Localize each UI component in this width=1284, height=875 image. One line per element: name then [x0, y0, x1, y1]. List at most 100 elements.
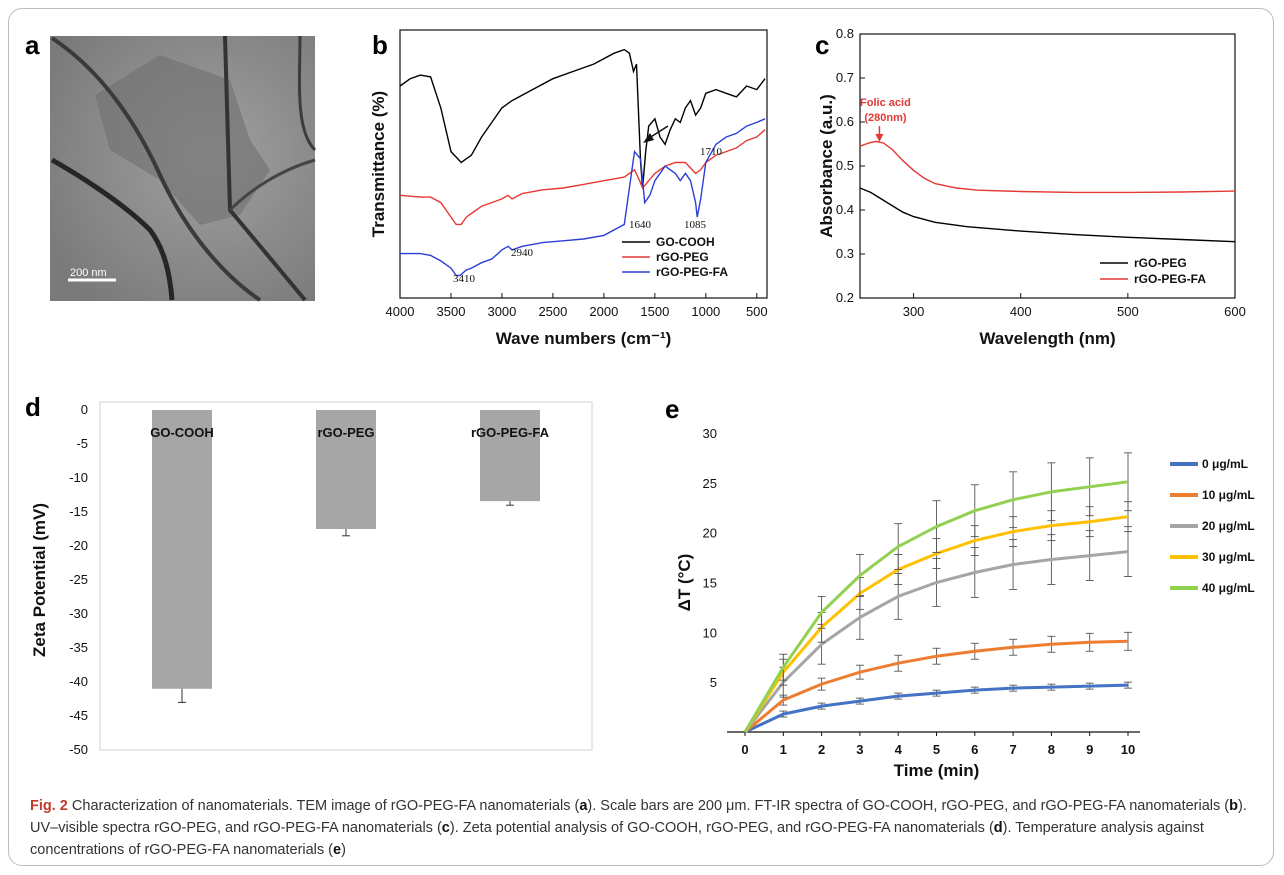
xtick-label-b: 1500	[640, 304, 669, 319]
ytick-label-e: 20	[703, 526, 717, 541]
annotation-b: 1640	[629, 219, 652, 231]
ytick-label-e: 10	[703, 625, 717, 640]
ytick-label-d: -50	[69, 742, 88, 757]
bar-GO-COOH	[152, 410, 212, 689]
legend-label-GO-COOH: GO-COOH	[656, 235, 715, 249]
plot-area-d	[99, 401, 593, 751]
ytick-label-e: 5	[710, 675, 717, 690]
legend-label-rGO-PEG: rGO-PEG	[656, 250, 709, 264]
caption-ref-c: c	[441, 820, 450, 836]
caption-text-3: ). Zeta potential analysis of GO-COOH, r…	[449, 820, 994, 836]
caption-ref-e: e	[333, 842, 342, 858]
panel-label-d: d	[25, 392, 41, 422]
caption-text-4: ). Temperature analysis against concentr…	[30, 820, 1204, 858]
xtick-label-e: 8	[1048, 742, 1055, 757]
xtick-label-e: 10	[1121, 742, 1135, 757]
legend-label-30 μg/mL: 30 μg/mL	[1202, 550, 1255, 564]
xtick-label-b: 2500	[538, 304, 567, 319]
xtick-label-e: 6	[971, 742, 978, 757]
y-axis-label-c: Absorbance (a.u.)	[817, 94, 836, 238]
legend-label-10 μg/mL: 10 μg/mL	[1202, 488, 1255, 502]
category-label-rGO-PEG-FA: rGO-PEG-FA	[471, 425, 550, 440]
caption-text-0: Characterization of nanomaterials. TEM i…	[67, 798, 580, 814]
series-line-rGO-PEG-FA	[400, 118, 766, 277]
series-line-10 μg/mL	[744, 639, 1129, 734]
ytick-label-d: -45	[69, 708, 88, 723]
legend-label-0 μg/mL: 0 μg/mL	[1202, 457, 1248, 471]
series-line-20 μg/mL	[743, 550, 1129, 733]
annotation-c: Folic acid	[860, 97, 911, 109]
series-line-rGO-PEG	[859, 187, 1236, 243]
xtick-label-b: 500	[746, 304, 768, 319]
x-axis-label-e: Time (min)	[894, 761, 980, 780]
ytick-label-e: 25	[703, 476, 717, 491]
xtick-label-b: 3500	[437, 304, 466, 319]
ytick-label-c: 0.8	[836, 26, 854, 41]
ytick-label-d: -10	[69, 470, 88, 485]
caption-ref-d: d	[993, 820, 1003, 836]
ytick-label-e: 15	[703, 575, 717, 590]
figure-caption: Fig. 2 Characterization of nanomaterials…	[30, 795, 1260, 861]
y-axis-label-e: ΔT (°C)	[675, 554, 694, 612]
legend-label-rGO-PEG: rGO-PEG	[1134, 256, 1187, 270]
xtick-label-e: 9	[1086, 742, 1093, 757]
panel-label-e: e	[665, 394, 679, 424]
ytick-label-d: 0	[81, 402, 88, 417]
y-axis-label-d: Zeta Potential (mV)	[30, 503, 49, 657]
category-label-GO-COOH: GO-COOH	[150, 425, 214, 440]
xtick-label-c: 600	[1224, 304, 1246, 319]
caption-text-5: )	[341, 842, 346, 858]
series-line-40 μg/mL	[743, 480, 1129, 733]
ytick-label-d: -35	[69, 640, 88, 655]
panel-a: a 200 nm	[25, 30, 317, 302]
panel-label-a: a	[25, 30, 40, 60]
legend-label-40 μg/mL: 40 μg/mL	[1202, 581, 1255, 595]
annotation-arrowhead-c	[875, 134, 884, 142]
xtick-label-e: 7	[1009, 742, 1016, 757]
bar-rGO-PEG-FA	[480, 410, 540, 502]
series-line-GO-COOH	[399, 48, 766, 189]
caption-ref-a: a	[579, 798, 588, 814]
series-line-rGO-PEG-FA	[859, 140, 1236, 194]
annotation-arrowhead-b	[643, 133, 654, 143]
xtick-label-e: 3	[856, 742, 863, 757]
ytick-label-d: -30	[69, 606, 88, 621]
xtick-label-e: 5	[933, 742, 940, 757]
xtick-label-e: 0	[741, 742, 748, 757]
x-axis-label-c: Wavelength (nm)	[979, 329, 1115, 348]
xtick-label-c: 300	[903, 304, 925, 319]
xtick-label-e: 1	[780, 742, 787, 757]
caption-text-2: ). UV–visible spectra rGO-PEG, and rGO-P…	[30, 798, 1247, 836]
annotation-b: 1085	[684, 219, 707, 231]
ytick-label-c: 0.3	[836, 246, 854, 261]
bar-rGO-PEG	[316, 410, 376, 529]
xtick-label-b: 3000	[487, 304, 516, 319]
ytick-label-c: 0.2	[836, 290, 854, 305]
caption-text-1: ). Scale bars are 200 μm. FT-IR spectra …	[587, 798, 1230, 814]
legend-label-rGO-PEG-FA: rGO-PEG-FA	[656, 265, 728, 279]
x-axis-label-b: Wave numbers (cm⁻¹)	[496, 329, 672, 348]
caption-fig-label: Fig. 2	[30, 798, 68, 814]
scale-bar-label: 200 nm	[70, 267, 107, 279]
ytick-label-d: -5	[76, 436, 88, 451]
series-line-30 μg/mL	[743, 515, 1129, 733]
ytick-label-c: 0.4	[836, 202, 854, 217]
ytick-label-d: -25	[69, 572, 88, 587]
ytick-label-d: -20	[69, 538, 88, 553]
annotation-b: 1710	[700, 146, 723, 158]
tem-image: 200 nm	[50, 35, 317, 302]
ytick-label-c: 0.5	[836, 158, 854, 173]
xtick-label-b: 4000	[386, 304, 415, 319]
annotation-b: 3410	[453, 273, 476, 285]
caption-ref-b: b	[1229, 798, 1238, 814]
xtick-label-b: 2000	[589, 304, 618, 319]
ytick-label-c: 0.7	[836, 70, 854, 85]
ytick-label-c: 0.6	[836, 114, 854, 129]
y-axis-label-b: Transmittance (%)	[369, 91, 388, 237]
annotation-b: 2940	[511, 247, 534, 259]
annotation-c: (280nm)	[864, 112, 907, 124]
